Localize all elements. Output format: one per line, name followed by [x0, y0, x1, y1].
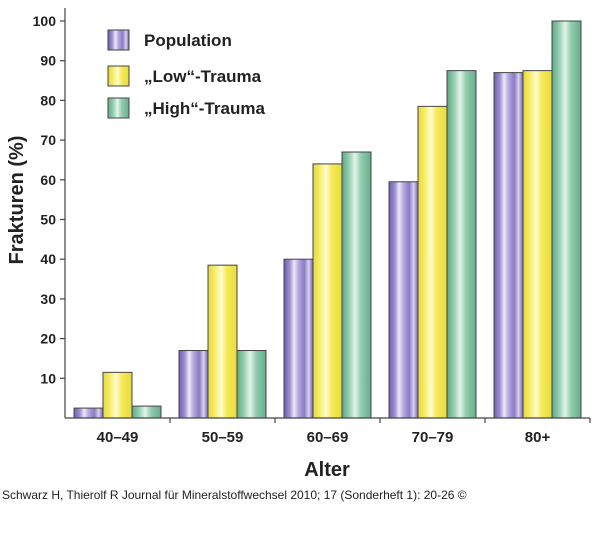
- y-tick-label: 90: [40, 53, 56, 69]
- bar-high-trauma-2: [341, 151, 372, 419]
- bars-group: [73, 20, 582, 419]
- bar-chart: 10 20 30 40 50 60 70 80 90 100 40–49 50–59 60–69 70–…: [6, 8, 591, 481]
- x-tick-label: 80+: [525, 429, 551, 446]
- bar-high-trauma-0: [131, 405, 162, 419]
- y-tick-label: 60: [40, 172, 56, 188]
- legend-label: „High“-Trauma: [144, 99, 265, 118]
- y-axis-title: Frakturen (%): [6, 136, 28, 265]
- bar-low-trauma-2: [312, 163, 343, 419]
- bar-low-trauma-1: [207, 264, 238, 419]
- y-tick-label: 30: [40, 291, 56, 307]
- y-tick-label: 100: [33, 13, 57, 29]
- bar-population-3: [388, 181, 419, 419]
- bar-high-trauma-3: [446, 70, 477, 419]
- x-ticks-group: 40–49 50–59 60–69 70–79 80+: [97, 418, 591, 446]
- bar-population-2: [283, 258, 314, 419]
- x-tick-label: 50–59: [202, 429, 244, 446]
- x-tick-label: 70–79: [412, 429, 454, 446]
- x-tick-label: 40–49: [97, 429, 139, 446]
- bar-low-trauma-4: [522, 70, 553, 419]
- x-axis-title: Alter: [304, 459, 350, 481]
- bar-low-trauma-0: [102, 371, 133, 419]
- bar-population-0: [73, 407, 104, 419]
- y-tick-label: 80: [40, 92, 56, 108]
- legend-swatch: [107, 29, 130, 51]
- y-tick-label: 10: [40, 370, 56, 386]
- y-tick-label: 50: [40, 212, 56, 228]
- y-tick-label: 70: [40, 132, 56, 148]
- legend-label: Population: [144, 31, 232, 50]
- bar-population-1: [178, 350, 209, 419]
- y-tick-label: 20: [40, 331, 56, 347]
- legend-label: „Low“-Trauma: [144, 67, 262, 86]
- y-ticks-group: 10 20 30 40 50 60 70 80 90 100: [33, 13, 65, 386]
- x-tick-label: 60–69: [307, 429, 349, 446]
- legend: Population „Low“-Trauma „High“-Trauma: [107, 29, 265, 119]
- source-caption: Schwarz H, Thierolf R Journal für Minera…: [2, 488, 467, 502]
- bar-high-trauma-1: [236, 350, 267, 419]
- y-tick-label: 40: [40, 251, 56, 267]
- bar-low-trauma-3: [417, 105, 448, 419]
- bar-population-4: [493, 72, 524, 419]
- legend-swatch: [107, 97, 130, 119]
- bar-high-trauma-4: [551, 20, 582, 419]
- legend-swatch: [107, 65, 130, 87]
